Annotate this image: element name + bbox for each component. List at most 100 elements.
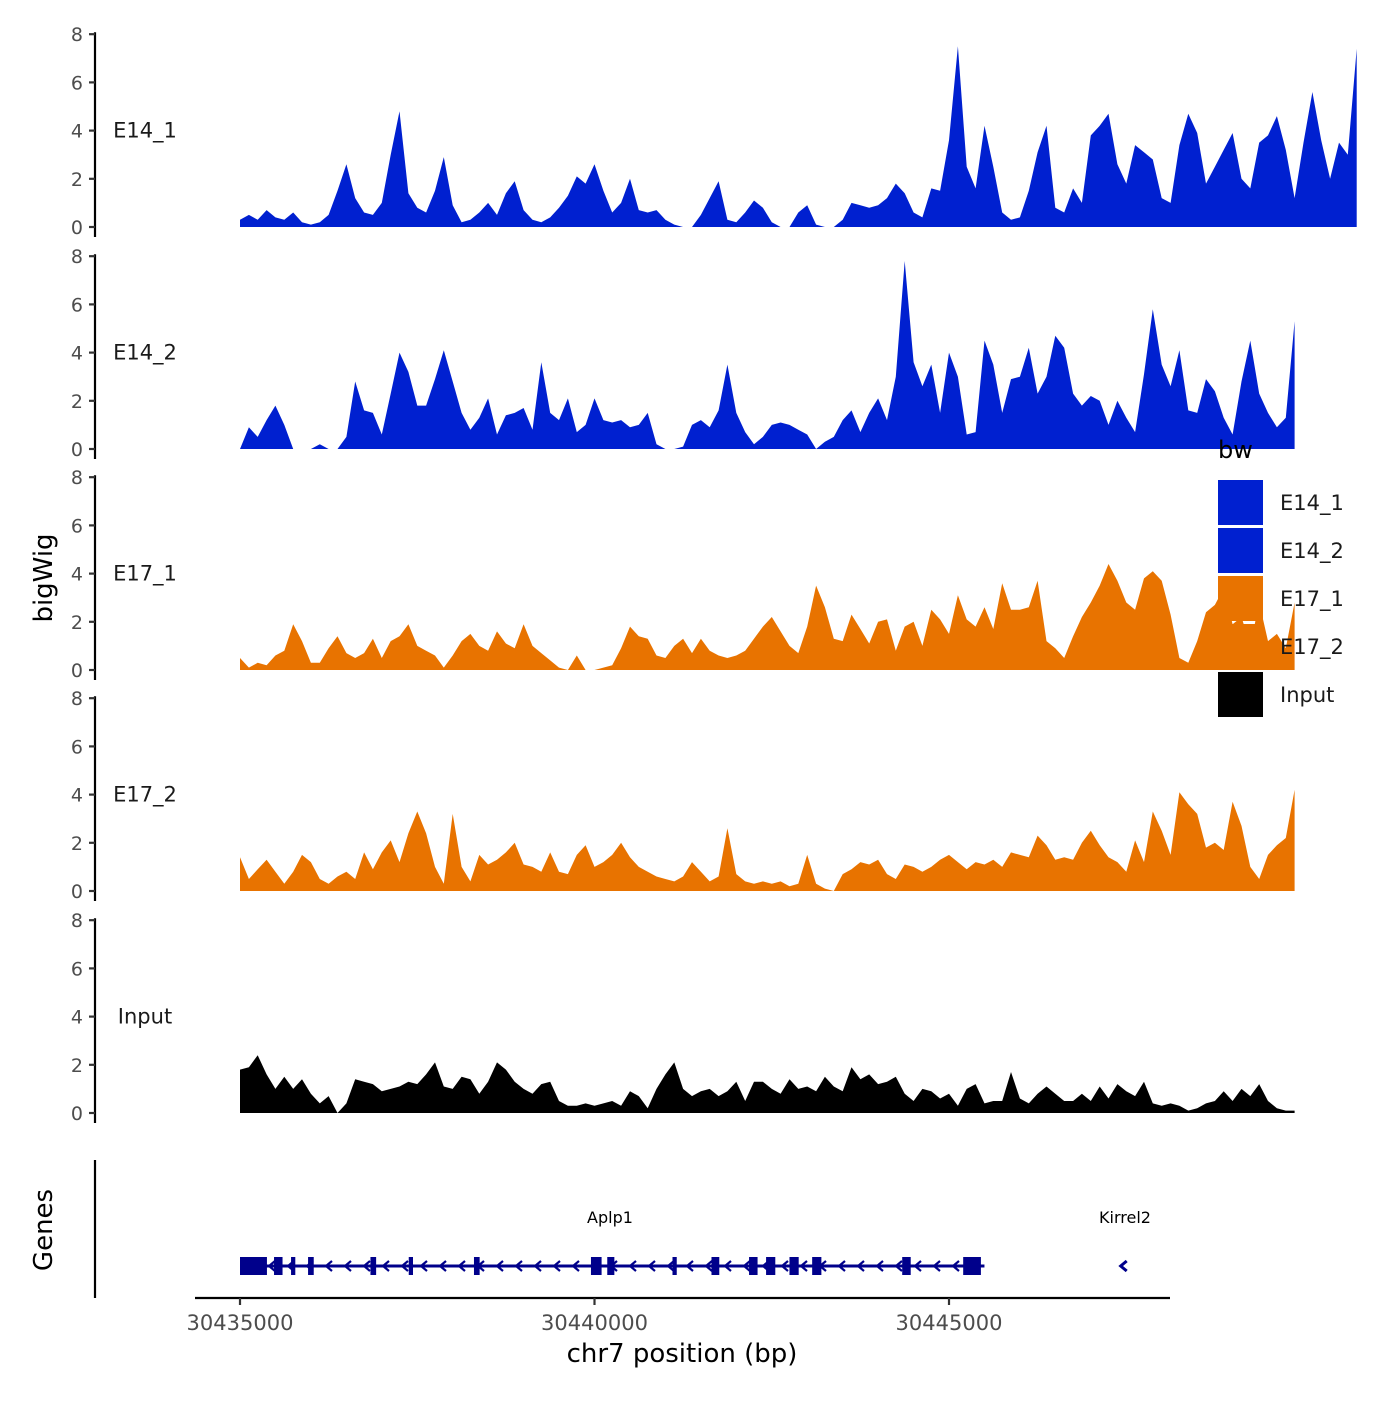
gene-Aplp1: Aplp1 xyxy=(240,1208,985,1275)
exon xyxy=(749,1257,758,1275)
strand-chevron xyxy=(894,1260,903,1272)
exon xyxy=(240,1257,267,1275)
legend-label-Input: Input xyxy=(1280,683,1334,707)
track-label: E17_2 xyxy=(113,783,177,808)
strand-chevron xyxy=(571,1260,580,1272)
strand-chevron xyxy=(704,1260,713,1272)
exon xyxy=(963,1257,981,1275)
y-tick-label: 0 xyxy=(71,660,83,682)
legend-label-E17_1: E17_1 xyxy=(1280,587,1344,612)
y-tick-label: 4 xyxy=(71,121,83,143)
track-label: E14_1 xyxy=(113,119,177,144)
track-Input: 0 2 4 6 8 Input xyxy=(71,910,1295,1125)
y-tick-label: 6 xyxy=(71,294,83,316)
legend-label-E17_2: E17_2 xyxy=(1280,635,1344,660)
exon xyxy=(812,1257,822,1275)
genes-label: Genes xyxy=(29,1189,59,1271)
y-tick-label: 6 xyxy=(71,515,83,537)
strand-chevron xyxy=(856,1260,865,1272)
strand-chevron xyxy=(951,1260,960,1272)
y-tick-label: 4 xyxy=(71,785,83,807)
strand-chevron xyxy=(457,1260,466,1272)
y-tick-label: 6 xyxy=(71,958,83,980)
strand-chevron xyxy=(514,1260,523,1272)
coverage-area-E14_2 xyxy=(240,261,1295,449)
strand-chevron xyxy=(324,1260,333,1272)
y-tick-label: 4 xyxy=(71,564,83,586)
strand-chevron xyxy=(647,1260,656,1272)
track-label: E14_2 xyxy=(113,341,177,366)
exon xyxy=(291,1257,296,1275)
exon xyxy=(766,1257,776,1275)
tracks: 0 2 4 6 8 E14_1 0 2 4 6 8 E14_2 0 2 4 6 8 E17_1 0 2 4 6 8 E17_2… xyxy=(71,24,1357,1125)
legend-key-Input xyxy=(1218,672,1263,717)
x-tick-label: 30435000 xyxy=(187,1311,294,1335)
y-tick-label: 0 xyxy=(71,1103,83,1125)
y-tick-label: 8 xyxy=(71,467,83,489)
legend-key-E14_1 xyxy=(1218,480,1263,525)
exon xyxy=(308,1257,314,1275)
track-label: E17_1 xyxy=(113,562,177,587)
exon xyxy=(902,1257,911,1275)
strand-chevron xyxy=(533,1260,542,1272)
legend-label-E14_1: E14_1 xyxy=(1280,491,1344,516)
exon xyxy=(274,1257,283,1275)
strand-chevron xyxy=(419,1260,428,1272)
strand-chevron xyxy=(343,1260,352,1272)
y-tick-label: 0 xyxy=(71,439,83,461)
y-axis-title: bigWig xyxy=(29,533,59,622)
strand-chevron xyxy=(723,1260,732,1272)
legend-key-E14_2 xyxy=(1218,528,1263,573)
strand-chevron xyxy=(362,1260,371,1272)
exon xyxy=(473,1257,480,1275)
x-tick-label: 30440000 xyxy=(541,1311,648,1335)
x-axis-title: chr7 position (bp) xyxy=(567,1339,798,1369)
exon xyxy=(590,1257,602,1275)
track-E17_2: 0 2 4 6 8 E17_2 xyxy=(71,688,1295,903)
y-tick-label: 2 xyxy=(71,833,83,855)
track-label: Input xyxy=(118,1005,172,1029)
track-E14_2: 0 2 4 6 8 E14_2 xyxy=(71,246,1295,461)
strand-chevron xyxy=(438,1260,447,1272)
y-tick-label: 8 xyxy=(71,24,83,46)
gene-label: Kirrel2 xyxy=(1099,1208,1151,1227)
exon xyxy=(672,1257,677,1275)
strand-chevron xyxy=(267,1260,276,1272)
strand-chevron xyxy=(932,1260,941,1272)
exon xyxy=(370,1257,377,1275)
strand-chevron xyxy=(666,1260,675,1272)
y-tick-label: 6 xyxy=(71,72,83,94)
y-tick-label: 8 xyxy=(71,246,83,268)
exon xyxy=(408,1257,413,1275)
legend-title: bw xyxy=(1218,436,1253,464)
genes-panel: Genes Aplp1 Kirrel2 xyxy=(29,1160,1151,1298)
legend-key-E17_1 xyxy=(1218,576,1263,621)
legend-key-E17_2 xyxy=(1218,624,1263,669)
y-tick-label: 0 xyxy=(71,217,83,239)
y-tick-label: 4 xyxy=(71,1007,83,1029)
y-tick-label: 8 xyxy=(71,910,83,932)
gene-label: Aplp1 xyxy=(587,1208,633,1227)
strand-chevron xyxy=(780,1260,789,1272)
strand-chevron xyxy=(628,1260,637,1272)
coverage-area-E14_1 xyxy=(240,46,1357,227)
strand-chevron xyxy=(913,1260,922,1272)
y-tick-label: 2 xyxy=(71,169,83,191)
x-tick-label: 30445000 xyxy=(896,1311,1003,1335)
strand-chevron xyxy=(742,1260,751,1272)
exon xyxy=(711,1257,720,1275)
coverage-area-Input xyxy=(240,1055,1295,1113)
x-axis: 30435000 30440000 30445000 xyxy=(187,1296,1170,1335)
strand-chevron xyxy=(400,1260,409,1272)
track-E17_1: 0 2 4 6 8 E17_1 xyxy=(71,467,1295,682)
legend: bw E14_1 E14_2 E17_1 E17_2 Input xyxy=(1218,436,1344,717)
y-tick-label: 4 xyxy=(71,343,83,365)
y-tick-label: 6 xyxy=(71,736,83,758)
gene-Kirrel2: Kirrel2 xyxy=(1099,1208,1151,1273)
y-tick-label: 2 xyxy=(71,612,83,634)
legend-label-E14_2: E14_2 xyxy=(1280,539,1344,564)
y-tick-label: 2 xyxy=(71,1055,83,1077)
coverage-area-E17_1 xyxy=(240,564,1295,670)
